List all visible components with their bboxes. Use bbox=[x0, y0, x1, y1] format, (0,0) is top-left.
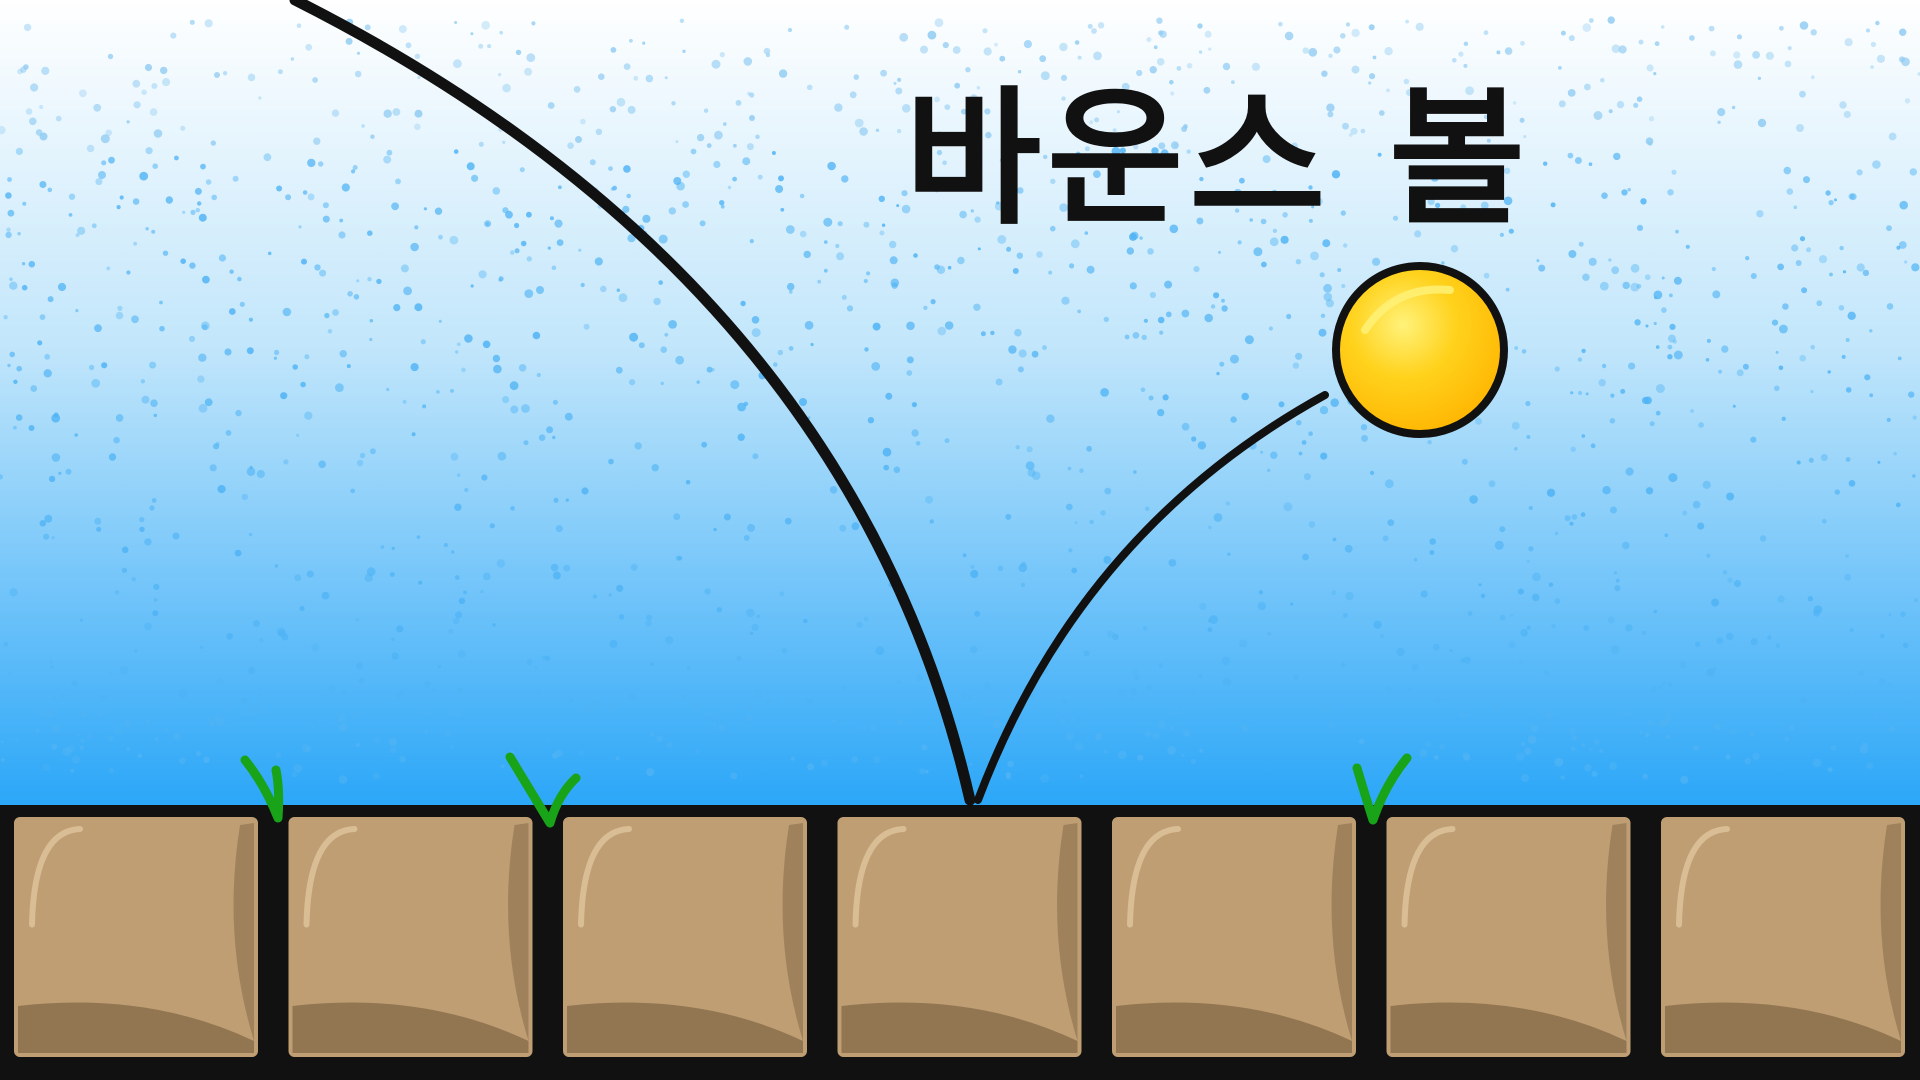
trajectory-arc-bounce bbox=[974, 391, 1329, 804]
ground-blocks bbox=[6, 809, 1913, 1065]
bounce-ball bbox=[1332, 262, 1508, 438]
ground-block bbox=[829, 809, 1090, 1065]
ground-block bbox=[280, 809, 541, 1065]
grass-tuft bbox=[240, 755, 284, 823]
ground-block bbox=[1104, 809, 1364, 1065]
ground-block bbox=[6, 809, 266, 1065]
game-title: 바운스 볼 bbox=[905, 73, 1531, 245]
sky-speckles bbox=[0, 16, 1920, 784]
grass-tuft bbox=[505, 752, 581, 828]
ground-block bbox=[555, 809, 815, 1065]
ground-block bbox=[1378, 809, 1639, 1065]
ground-block bbox=[1653, 809, 1913, 1065]
grass-tuft bbox=[1352, 753, 1412, 825]
trajectory-arc-fall bbox=[289, 0, 976, 806]
